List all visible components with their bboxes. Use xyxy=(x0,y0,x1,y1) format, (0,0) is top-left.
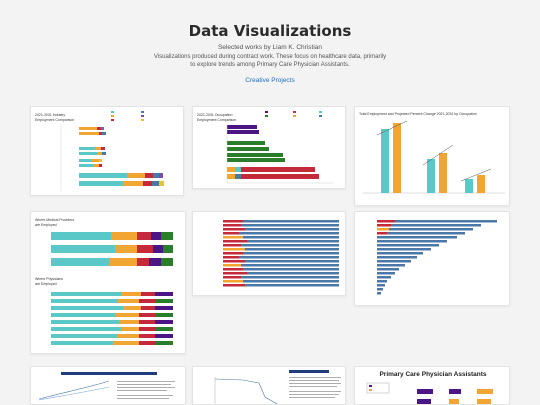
page-description: Visualizations produced during contract … xyxy=(0,53,540,69)
where-employed-thumbnail: Where Medical Providers are Employed Whe… xyxy=(35,218,173,345)
occupation-employment-thumbnail: 2021-2031 Occupation Employment Comparis… xyxy=(197,111,333,184)
chart-banner xyxy=(61,372,157,375)
horizontal-bars xyxy=(226,123,333,184)
card-9-title: Primary Care Physician Assistants xyxy=(379,371,486,378)
page-header: Data Visualizations Selected works by Li… xyxy=(0,0,540,90)
paired-bars xyxy=(363,120,505,194)
line-chart-notes-thumbnail xyxy=(38,372,175,401)
card-4-title-line-2: are Employed xyxy=(35,223,57,227)
card-total-employment-change[interactable]: Total Employment and Projected Percent C… xyxy=(354,106,510,206)
text-lines xyxy=(289,377,341,398)
total-employment-thumbnail: Total Employment and Projected Percent C… xyxy=(359,112,505,194)
legend-swatches xyxy=(111,111,144,121)
card-ranked-bars[interactable] xyxy=(354,211,510,306)
card-decline-chart[interactable] xyxy=(192,366,346,405)
description-line-2: to explore trends among Primary Care Phy… xyxy=(190,62,350,68)
card-4-title-line-1: Where Medical Providers xyxy=(35,218,74,222)
card-primary-care-pa[interactable]: Primary Care Physician Assistants xyxy=(354,366,510,405)
card-1-title-line-1: 2021-2031 Industry xyxy=(35,113,65,117)
ranked-bars-thumbnail xyxy=(377,220,497,295)
ranked-accents xyxy=(377,220,395,235)
card-2-title-line-2: Employment Comparison xyxy=(197,118,236,122)
stacked-bars-blue-thumbnail xyxy=(223,220,339,287)
physicians-stacked-bars xyxy=(51,292,173,345)
providers-stacked-bars xyxy=(51,232,173,266)
primary-care-pa-thumbnail: Primary Care Physician Assistants xyxy=(366,371,493,404)
ranked-rows xyxy=(377,220,497,295)
page-subtitle: Selected works by Liam K. Christian xyxy=(217,44,323,51)
text-lines xyxy=(117,381,175,399)
card-line-chart-notes[interactable] xyxy=(30,366,186,405)
industry-employment-thumbnail: 2021-2031 Industry Employment Comparison xyxy=(35,111,164,191)
card-4-title-line-3: Where Physicians xyxy=(35,277,63,281)
card-4-title-line-4: are Employed xyxy=(35,282,57,286)
creative-projects-link[interactable]: Creative Projects xyxy=(245,77,295,84)
card-2-title-line-1: 2021-2031 Occupation xyxy=(197,113,232,117)
stacked-bars xyxy=(60,125,164,191)
decline-chart-thumbnail xyxy=(214,370,341,404)
chart-banner xyxy=(289,370,329,373)
legend-box xyxy=(366,382,390,394)
card-occupation-employment[interactable]: 2021-2031 Occupation Employment Comparis… xyxy=(192,106,346,189)
stacked-rows xyxy=(223,220,339,287)
page-title: Data Visualizations xyxy=(188,22,352,40)
card-where-employed[interactable]: Where Medical Providers are Employed Whe… xyxy=(30,211,186,354)
card-industry-employment[interactable]: 2021-2031 Industry Employment Comparison xyxy=(30,106,184,196)
legend-swatches xyxy=(265,111,322,117)
card-1-title-line-2: Employment Comparison xyxy=(35,118,74,122)
card-3-title: Total Employment and Projected Percent C… xyxy=(359,112,477,116)
description-line-1: Visualizations produced during contract … xyxy=(153,54,387,60)
card-stacked-bars-blue[interactable] xyxy=(192,211,346,296)
